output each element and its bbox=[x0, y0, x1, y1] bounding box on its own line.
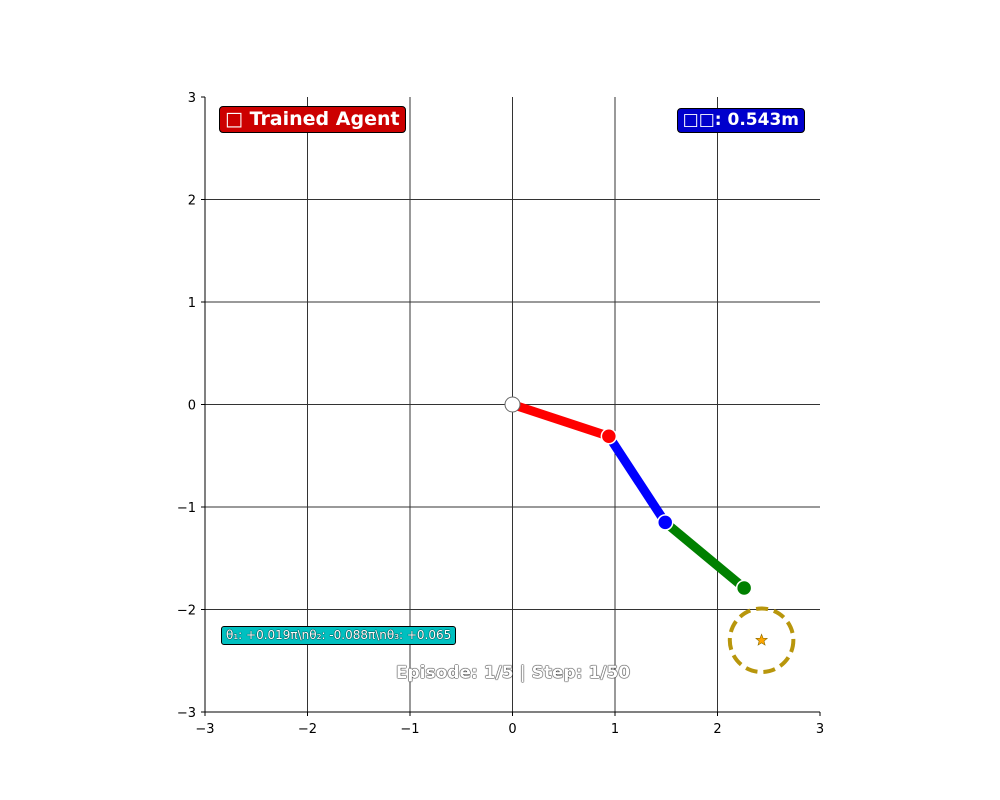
arm-joints bbox=[504, 396, 753, 597]
arm-joint-3 bbox=[735, 579, 753, 597]
x-tick-label: −1 bbox=[400, 722, 419, 737]
y-tick-label: 0 bbox=[188, 399, 196, 414]
y-tick-label: −1 bbox=[177, 501, 196, 516]
y-tick-label: 3 bbox=[188, 91, 196, 106]
y-tick-label: −2 bbox=[177, 604, 196, 619]
arm-link-1 bbox=[511, 400, 611, 441]
x-tick-label: −3 bbox=[195, 722, 214, 737]
x-tick-label: 2 bbox=[713, 722, 721, 737]
arm-links bbox=[511, 400, 748, 592]
target-star bbox=[755, 633, 769, 646]
x-tick-label: −2 bbox=[298, 722, 317, 737]
joint-angle-badge: θ₁: +0.019π\nθ₂: -0.088π\nθ₃: +0.065 bbox=[221, 626, 457, 645]
y-tick-label: 2 bbox=[188, 194, 196, 209]
arm-base-joint bbox=[504, 396, 521, 413]
episode-step-status: Episode: 1/5 | Step: 1/50 bbox=[395, 663, 631, 683]
x-tick-label: 3 bbox=[816, 722, 824, 737]
y-tick-label: −3 bbox=[177, 706, 196, 721]
arm-joint-2 bbox=[656, 514, 674, 531]
target-ring bbox=[727, 606, 796, 675]
arm-joint-1 bbox=[600, 428, 618, 445]
axes bbox=[201, 96, 821, 716]
arm-link-3 bbox=[662, 518, 748, 592]
tick-labels: −3 −2 −1 0 1 2 3 −3 −2 −1 0 1 2 3 bbox=[177, 91, 824, 737]
x-tick-label: 1 bbox=[611, 722, 619, 737]
arm-link-2 bbox=[605, 433, 669, 525]
grid bbox=[205, 97, 820, 712]
x-tick-label: 0 bbox=[508, 722, 516, 737]
title-badge: □ Trained Agent bbox=[219, 106, 406, 133]
y-tick-label: 1 bbox=[188, 296, 196, 311]
distance-badge: □□: 0.543m bbox=[676, 108, 805, 133]
target bbox=[727, 606, 796, 675]
